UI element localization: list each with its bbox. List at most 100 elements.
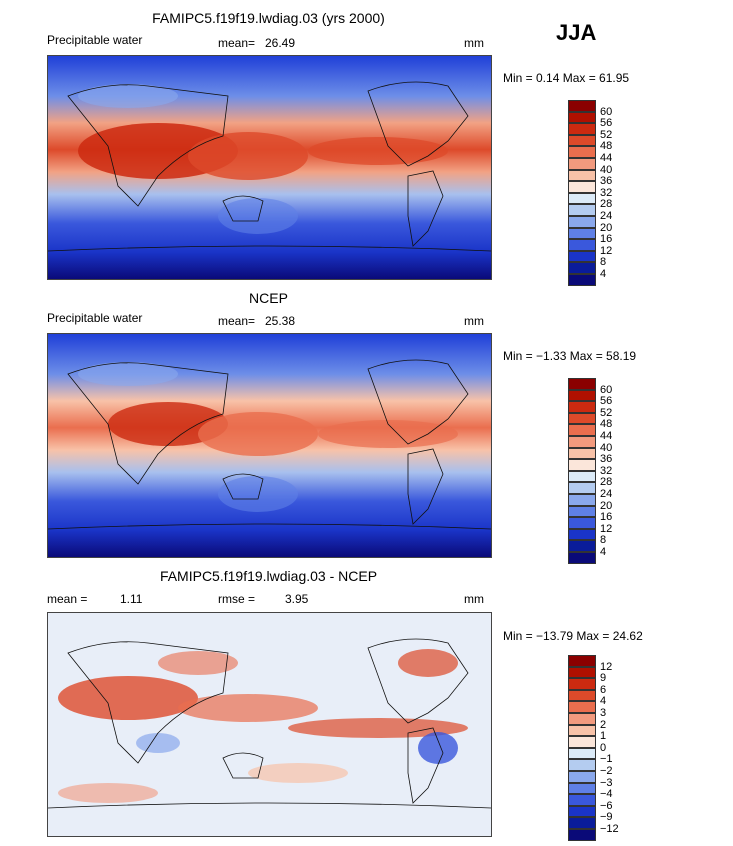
panel1-mean-label: mean= (218, 36, 256, 50)
panel1-map-svg (48, 56, 491, 279)
panel2-units: mm (464, 314, 484, 328)
panel2-mean-value: 25.38 (265, 314, 296, 328)
colorbar-tick-label: 32 (600, 464, 613, 477)
colorbar-swatch (568, 517, 596, 529)
panel3-mean-value: 1.11 (120, 592, 143, 606)
colorbar-swatch (568, 459, 596, 471)
colorbar-swatch (568, 701, 596, 713)
panel3-minmax: Min = −13.79 Max = 24.62 (503, 629, 643, 643)
colorbar-tick-label: 16 (600, 511, 613, 524)
colorbar-swatch (568, 678, 596, 690)
panel1-colorbar (568, 100, 596, 286)
colorbar-tick-label: 56 (600, 395, 613, 408)
panel3-units: mm (464, 592, 484, 606)
colorbar-swatch (568, 817, 596, 829)
colorbar-swatch (568, 146, 596, 158)
colorbar-tick-label: 1 (600, 730, 607, 743)
colorbar-swatch (568, 181, 596, 193)
colorbar-tick-label: 4 (600, 695, 607, 708)
colorbar-tick-label: 20 (600, 499, 613, 512)
colorbar-tick-label: 44 (600, 430, 613, 442)
colorbar-tick-label: −12 (600, 823, 619, 835)
colorbar-tick-label: 36 (600, 453, 613, 466)
panel2-colorbar (568, 378, 596, 564)
colorbar-tick-label: −3 (600, 776, 613, 789)
panel3-rmse-value: 3.95 (285, 592, 309, 606)
colorbar-tick-label: 44 (600, 152, 613, 164)
panel1-minmax: Min = 0.14 Max = 61.95 (503, 71, 630, 85)
colorbar-tick-label: 52 (600, 128, 613, 141)
colorbar-tick-label: 60 (600, 383, 613, 396)
colorbar-swatch (568, 169, 596, 182)
colorbar-tick-label: 36 (600, 175, 613, 188)
colorbar-swatch (568, 100, 596, 112)
colorbar-swatch (568, 204, 596, 216)
colorbar-swatch (568, 747, 596, 760)
colorbar-swatch (568, 215, 596, 228)
colorbar-tick-label: −1 (600, 753, 613, 766)
panel3-colorbar (568, 655, 596, 841)
colorbar-swatch (568, 111, 596, 124)
colorbar-swatch (568, 250, 596, 263)
panel3-mean-label: mean = (47, 592, 88, 606)
panel3-map (47, 612, 492, 837)
colorbar-swatch (568, 666, 596, 679)
colorbar-swatch (568, 493, 596, 506)
colorbar-swatch (568, 805, 596, 818)
panel3-map-svg (48, 613, 491, 836)
colorbar-tick-label: 4 (600, 546, 607, 558)
colorbar-swatch (568, 712, 596, 725)
colorbar-swatch (568, 401, 596, 413)
colorbar-swatch (568, 447, 596, 460)
colorbar-tick-label: 56 (600, 117, 613, 130)
colorbar-tick-label: 40 (600, 441, 613, 454)
colorbar-swatch (568, 134, 596, 147)
colorbar-swatch (568, 123, 596, 135)
colorbar-swatch (568, 782, 596, 795)
panel1-title: FAMIPC5.f19f19.lwdiag.03 (yrs 2000) (152, 10, 385, 26)
colorbar-tick-label: 16 (600, 233, 613, 246)
colorbar-swatch (568, 505, 596, 518)
colorbar-swatch (568, 759, 596, 771)
colorbar-tick-label: 2 (600, 718, 607, 731)
panel1-mean-value: 26.49 (265, 36, 296, 50)
panel2-map (47, 333, 492, 558)
colorbar-swatch (568, 412, 596, 425)
colorbar-tick-label: −6 (600, 799, 613, 812)
colorbar-swatch (568, 724, 596, 737)
colorbar-tick-label: 0 (600, 741, 607, 754)
colorbar-swatch (568, 239, 596, 251)
panel1-units: mm (464, 36, 484, 50)
colorbar-tick-label: 24 (600, 210, 613, 222)
colorbar-swatch (568, 540, 596, 552)
colorbar-tick-label: 52 (600, 406, 613, 419)
panel2-title: NCEP (249, 290, 288, 306)
colorbar-swatch (568, 770, 596, 783)
colorbar-tick-label: 28 (600, 198, 613, 211)
colorbar-tick-label: 8 (600, 534, 607, 547)
colorbar-swatch (568, 227, 596, 240)
colorbar-tick-label: 8 (600, 256, 607, 269)
colorbar-swatch (568, 273, 596, 286)
colorbar-swatch (568, 828, 596, 841)
colorbar-tick-label: 28 (600, 476, 613, 489)
panel3-rmse-label: rmse = (218, 592, 256, 606)
colorbar-tick-label: 60 (600, 105, 613, 118)
panel1-field: Precipitable water (47, 33, 143, 47)
colorbar-swatch (568, 482, 596, 494)
colorbar-swatch (568, 655, 596, 667)
colorbar-tick-label: −4 (600, 788, 613, 801)
colorbar-swatch (568, 389, 596, 402)
colorbar-swatch (568, 435, 596, 448)
colorbar-tick-label: 9 (600, 672, 607, 685)
colorbar-tick-label: 24 (600, 488, 613, 500)
colorbar-tick-label: 12 (600, 244, 613, 257)
season-label: JJA (556, 20, 597, 45)
colorbar-swatch (568, 157, 596, 170)
colorbar-swatch (568, 378, 596, 390)
colorbar-swatch (568, 262, 596, 274)
panel2-map-svg (48, 334, 491, 557)
panel3-title: FAMIPC5.f19f19.lwdiag.03 - NCEP (159, 568, 378, 584)
colorbar-tick-label: 40 (600, 163, 613, 176)
colorbar-tick-label: 48 (600, 418, 613, 431)
